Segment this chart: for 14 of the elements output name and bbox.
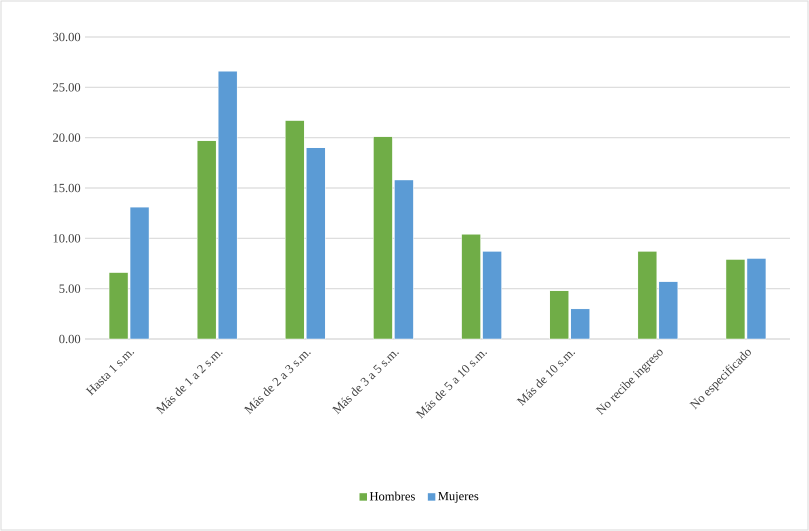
x-tick-label: Más de 2 a 3 s.m. — [244, 352, 311, 414]
x-tick-label: Más de 1 a 2 s.m. — [156, 352, 223, 414]
y-tick-label: 0.00 — [59, 334, 80, 344]
x-tick-label: Más de 10 s.m. — [516, 352, 576, 406]
legend-label: Hombres — [370, 492, 415, 500]
y-tick-label: 20.00 — [53, 133, 80, 142]
y-tick-label: 15.00 — [54, 184, 80, 192]
x-tick-label: Más de 3 a 5 s.m. — [332, 352, 399, 414]
y-tick-label: 10.00 — [54, 234, 80, 243]
y-tick-label: 30.00 — [53, 32, 80, 42]
legend-label: Mujeres — [438, 492, 478, 503]
y-tick-label: 25.00 — [53, 83, 80, 92]
x-tick-label: Más de 5 a 10 s.m. — [416, 352, 487, 419]
y-tick-label: 5.00 — [59, 284, 80, 293]
